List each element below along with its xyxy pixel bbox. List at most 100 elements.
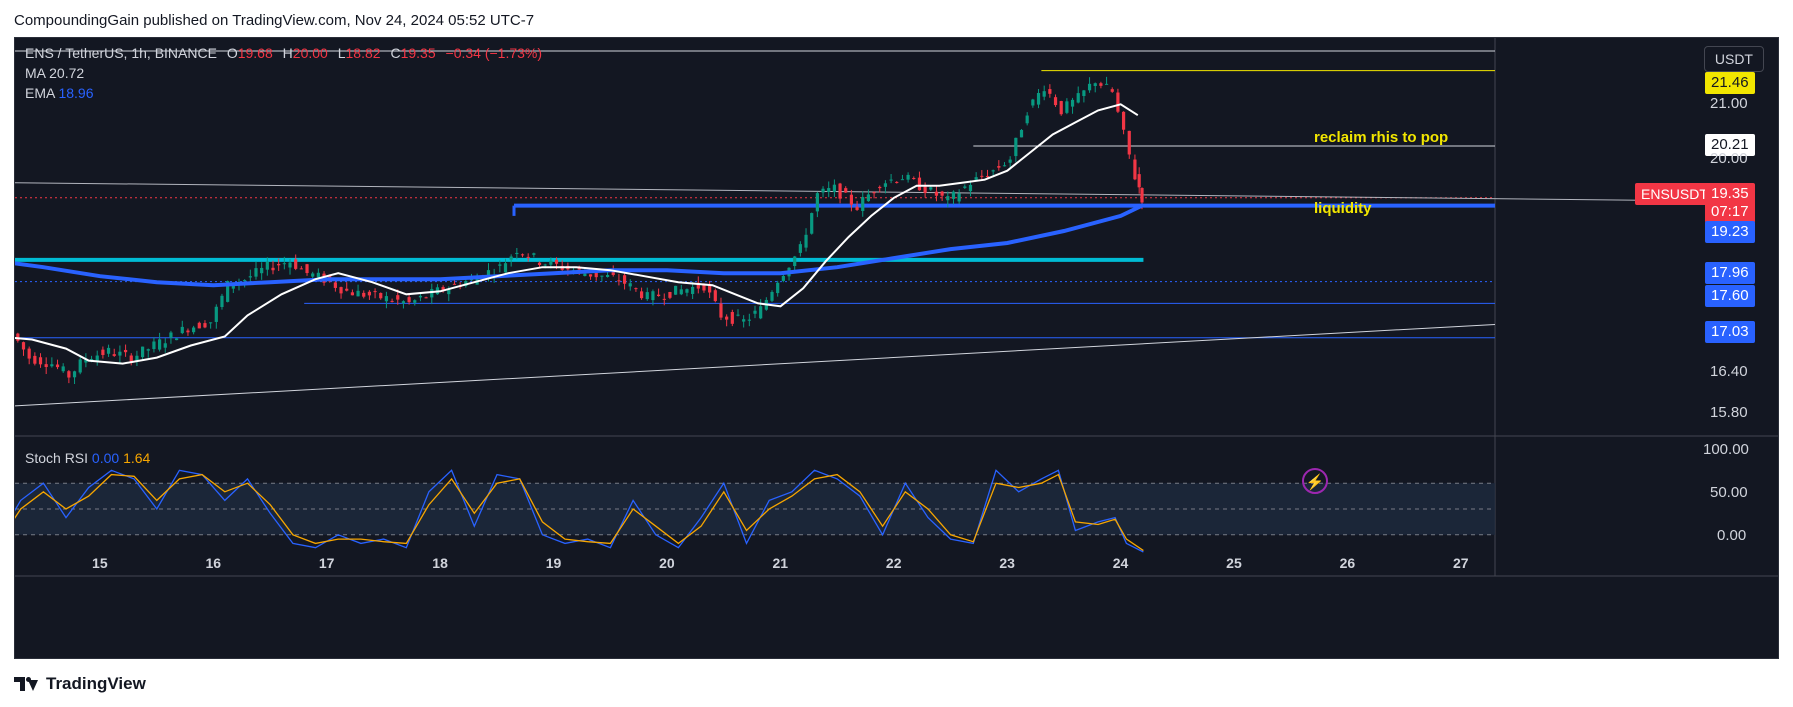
candle-body: [832, 184, 836, 192]
countdown-tag: 07:17: [1705, 201, 1755, 223]
x-tick-label: 25: [1226, 555, 1242, 571]
candle-body: [1076, 93, 1080, 103]
candle-body: [248, 276, 252, 278]
x-tick-label: 26: [1339, 555, 1356, 571]
stoch-tick-0: 0.00: [1717, 527, 1747, 544]
ema-legend[interactable]: EMA 18.96: [25, 85, 94, 101]
candle-body: [106, 347, 111, 354]
candle-body: [509, 256, 513, 260]
candle-body: [95, 355, 99, 362]
high-label: H: [282, 45, 293, 61]
ema-line: [15, 203, 1145, 288]
candle-body: [685, 289, 689, 293]
chart-svg[interactable]: [15, 38, 1778, 658]
candle-body: [401, 301, 406, 304]
candle-body: [849, 194, 853, 205]
candle-body: [753, 310, 757, 314]
candle-body: [265, 261, 269, 270]
candle-body: [135, 355, 139, 361]
candle-body: [991, 170, 995, 172]
candle-body: [821, 188, 825, 193]
candle-body: [736, 314, 740, 316]
candle-body: [84, 358, 88, 363]
candle-body: [311, 273, 315, 277]
y-tick-20: 20.00: [1710, 150, 1748, 167]
candle-body: [271, 267, 275, 271]
candle-body: [906, 174, 910, 180]
stoch-tick-100: 100.00: [1703, 441, 1749, 458]
ema-value: 18.96: [58, 85, 94, 101]
symbol-tag: ENSUSDT: [1635, 183, 1714, 205]
x-tick-label: 19: [545, 555, 562, 571]
candle-body: [1070, 99, 1075, 107]
candle-body: [957, 193, 961, 202]
candle-body: [1019, 129, 1024, 138]
annotation-liquidity[interactable]: liquidity: [1314, 200, 1372, 217]
ma-line: [15, 103, 1139, 365]
candle-body: [418, 295, 423, 298]
candle-body: [827, 188, 831, 192]
stoch-legend[interactable]: Stoch RSI 0.00 1.64: [25, 450, 150, 466]
candle-body: [146, 349, 150, 351]
candle-body: [912, 178, 916, 180]
price-tag-1796: 17.96: [1705, 262, 1755, 284]
candle-body: [725, 316, 729, 320]
candle-body: [554, 259, 559, 264]
x-tick-label: 16: [205, 555, 222, 571]
tradingview-logo-icon: [14, 677, 40, 691]
ascending-trendline: [15, 323, 1496, 407]
candle-body: [1025, 115, 1029, 124]
candle-body: [1042, 91, 1046, 97]
currency-button[interactable]: USDT: [1703, 46, 1764, 72]
candle-body: [872, 192, 876, 194]
candle-body: [985, 175, 990, 178]
published-header: CompoundingGain published on TradingView…: [14, 12, 535, 29]
footer-brand[interactable]: TradingView: [14, 674, 146, 694]
candle-body: [679, 289, 683, 295]
candle-body: [1127, 130, 1131, 155]
annotation-reclaim[interactable]: reclaim rhis to pop: [1314, 129, 1449, 146]
candle-body: [645, 292, 649, 300]
candle-body: [1104, 83, 1109, 85]
open-value: 19.68: [237, 45, 273, 61]
candle-body: [605, 275, 610, 277]
candle-body: [940, 191, 944, 196]
candle-body: [1053, 97, 1058, 106]
candle-body: [1059, 101, 1063, 115]
last-price-tag: 19.35: [1705, 183, 1755, 205]
stoch-k-line: [15, 469, 1144, 553]
symbol-title[interactable]: ENS / TetherUS, 1h, BINANCE: [25, 45, 217, 61]
candle-body: [61, 366, 65, 372]
lightning-icon[interactable]: ⚡: [1302, 468, 1328, 494]
chart-area[interactable]: ENS / TetherUS, 1h, BINANCE O19.68 H20.0…: [14, 37, 1779, 659]
candle-body: [50, 364, 54, 367]
candle-body: [674, 285, 678, 295]
candle-body: [101, 349, 105, 355]
candle-body: [112, 354, 116, 356]
candle-body: [855, 206, 859, 210]
candle-body: [968, 184, 973, 192]
candle-body: [1099, 83, 1103, 86]
ma-legend[interactable]: MA 20.72: [25, 65, 84, 81]
candle-body: [702, 284, 706, 291]
candle-body: [503, 263, 508, 273]
candle-body: [634, 288, 638, 290]
candle-body: [980, 175, 984, 177]
x-tick-label: 27: [1452, 555, 1469, 571]
candle-body: [997, 166, 1001, 168]
candle-body: [333, 282, 337, 288]
ma-value: 20.72: [49, 65, 85, 81]
candle-body: [628, 283, 632, 287]
x-tick-label: 20: [659, 555, 675, 571]
candle-body: [1048, 89, 1052, 94]
candle-body: [129, 355, 133, 363]
candle-body: [339, 287, 343, 294]
stoch-tick-50: 50.00: [1710, 484, 1748, 501]
close-label: C: [390, 45, 401, 61]
candle-body: [396, 295, 400, 300]
candle-body: [1116, 92, 1120, 112]
candle-body: [804, 234, 808, 248]
y-tick-21: 21.00: [1710, 95, 1748, 112]
candle-body: [583, 273, 587, 276]
x-tick-label: 15: [92, 555, 108, 571]
